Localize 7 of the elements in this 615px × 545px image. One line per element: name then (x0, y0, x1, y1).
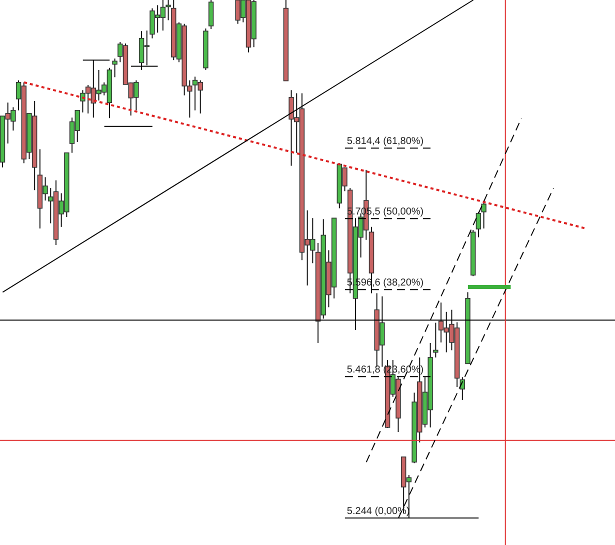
candlestick (433, 322, 438, 358)
series-label: 5.814,4 (61,80%) (346, 136, 424, 148)
candlestick (208, 0, 214, 30)
candlestick (112, 58, 118, 78)
candlestick (166, 0, 171, 21)
candlestick (476, 211, 482, 238)
candlestick (481, 202, 486, 229)
